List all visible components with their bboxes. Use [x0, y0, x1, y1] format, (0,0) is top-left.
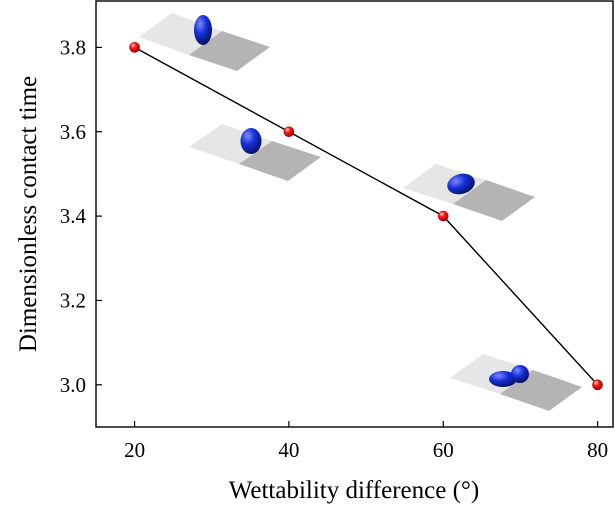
- x-tick-label: 60: [433, 438, 454, 462]
- inset-40-surface-dark: [239, 141, 321, 181]
- x-axis-title: Wettability difference (°): [229, 477, 479, 504]
- inset-80-droplet-shape-left: [489, 371, 517, 387]
- inset-20-droplet-shape: [194, 15, 212, 45]
- x-tick-label: 40: [278, 438, 299, 462]
- y-tick-label: 3.8: [60, 35, 86, 59]
- y-tick-label: 3.4: [60, 204, 87, 228]
- y-axis-title: Dimensionless contact time: [15, 76, 42, 352]
- y-tick-label: 3.2: [60, 288, 86, 312]
- y-tick-label: 3.6: [60, 120, 86, 144]
- data-point: [129, 42, 140, 53]
- series-layer: [129, 42, 603, 391]
- series-line: [134, 46, 599, 386]
- data-point: [437, 210, 449, 222]
- inset-60-droplet-shape: [447, 173, 475, 195]
- data-point: [283, 126, 295, 138]
- inset-80-droplet: [450, 354, 582, 411]
- inset-40-droplet: [189, 124, 321, 181]
- inset-60-surface-dark: [453, 180, 535, 221]
- inset-20-droplet: [139, 13, 270, 71]
- inset-20-surface-dark: [189, 31, 270, 71]
- inset-80-droplet-shape-right: [511, 365, 529, 383]
- x-tick-label: 80: [587, 438, 608, 462]
- inset-40-droplet-shape: [240, 128, 262, 154]
- inset-60-droplet: [403, 164, 535, 221]
- x-tick-label: 20: [124, 438, 145, 462]
- y-axis-ticks: 3.0 3.2 3.4 3.6 3.8: [60, 35, 102, 397]
- data-point: [592, 379, 603, 391]
- plot-area-frame: [95, 0, 614, 428]
- y-tick-label: 3.0: [60, 373, 86, 397]
- droplet-insets: [139, 13, 582, 411]
- x-axis-ticks: 20 40 60 80: [124, 421, 608, 462]
